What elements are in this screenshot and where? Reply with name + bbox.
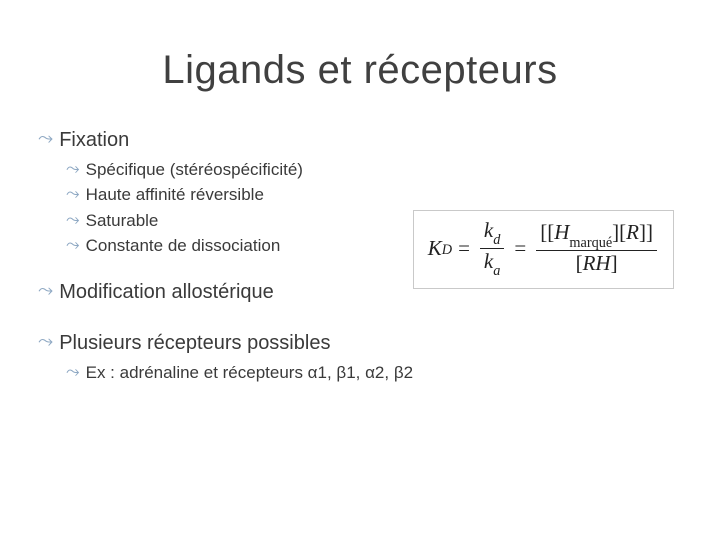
bullet-text: Saturable (86, 210, 159, 231)
bullet-plusieurs: ⤳ Plusieurs récepteurs possibles (38, 331, 682, 356)
bullet-text: Modification allostérique (59, 280, 274, 305)
bullet-text: Fixation (59, 128, 129, 153)
formula-eq2: = (514, 236, 526, 261)
bullet-icon: ⤳ (66, 363, 80, 382)
formula-KD-sub: D (442, 242, 452, 259)
bullet-icon: ⤳ (66, 211, 80, 230)
bullet-icon: ⤳ (66, 160, 80, 179)
slide: Ligands et récepteurs ⤳ Fixation ⤳ Spéci… (0, 0, 720, 540)
bullet-icon: ⤳ (38, 281, 53, 302)
bullet-haute: ⤳ Haute affinité réversible (66, 184, 682, 205)
formula-marque: marqué (569, 235, 612, 251)
frac-num: kd (480, 219, 504, 247)
frac-num2: [[Hmarqué][R]] (536, 221, 657, 249)
formula-k1: k (484, 218, 493, 242)
formula-H: H (554, 220, 569, 244)
bullet-icon: ⤳ (66, 236, 80, 255)
bullet-text: Haute affinité réversible (86, 184, 264, 205)
frac-den2: [RH] (572, 252, 622, 275)
bullet-icon: ⤳ (38, 332, 53, 353)
formula-R: R (626, 220, 639, 244)
formula-frac-hr-rh: [[Hmarqué][R]] [RH] (536, 221, 657, 275)
bullet-specifique: ⤳ Spécifique (stéréospécificité) (66, 159, 682, 180)
bullet-icon: ⤳ (66, 185, 80, 204)
spacer (38, 311, 682, 331)
formula-RH: RH (583, 251, 611, 275)
bullet-text: Constante de dissociation (86, 235, 281, 256)
bullet-text: Plusieurs récepteurs possibles (59, 331, 330, 356)
dissociation-constant-formula: KD = kd ka = [[Hmarqué][R]] [RH] (428, 219, 661, 278)
formula-eq1: = (458, 236, 470, 261)
bullet-text: Spécifique (stéréospécificité) (86, 159, 303, 180)
formula-box: KD = kd ka = [[Hmarqué][R]] [RH] (413, 210, 674, 289)
bullet-icon: ⤳ (38, 129, 53, 150)
formula-kd-sub: d (493, 232, 500, 248)
formula-k2: k (484, 249, 493, 273)
bullet-ex: ⤳ Ex : adrénaline et récepteurs α1, β1, … (66, 362, 682, 383)
frac-den: ka (480, 250, 504, 278)
bullet-fixation: ⤳ Fixation (38, 128, 682, 153)
bullet-text: Ex : adrénaline et récepteurs α1, β1, α2… (86, 362, 413, 383)
formula-frac-kd-ka: kd ka (480, 219, 504, 278)
formula-ka-sub: a (493, 263, 500, 279)
formula-K: K (428, 236, 442, 261)
slide-title: Ligands et récepteurs (0, 48, 720, 93)
